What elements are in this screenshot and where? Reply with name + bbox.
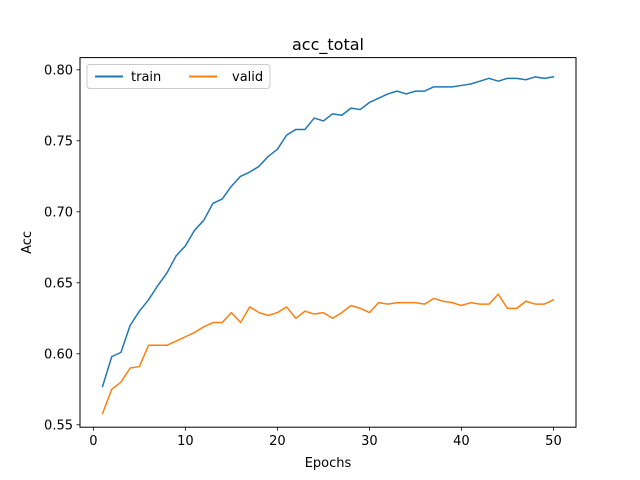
legend-label-train: train	[131, 70, 161, 85]
y-axis-ticks: 0.55 0.60 0.65 0.70 0.75 0.80	[44, 63, 80, 433]
plot-frame	[79, 57, 577, 428]
x-tick-label: 0	[89, 434, 97, 449]
x-tick-label: 40	[453, 434, 470, 449]
x-axis-label: Epochs	[305, 456, 352, 471]
series-line-train	[101, 76, 555, 388]
x-tick-label: 20	[269, 434, 286, 449]
x-tick-label: 10	[177, 434, 194, 449]
series-layer	[101, 76, 555, 415]
x-axis-ticks: 0 10 20 30 40 50	[89, 427, 562, 449]
x-tick-label: 50	[545, 434, 562, 449]
y-tick-label: 0.65	[44, 276, 73, 291]
series-line-valid	[101, 293, 555, 415]
legend-label-valid: valid	[232, 70, 263, 85]
x-tick-label: 30	[361, 434, 378, 449]
legend: train valid	[86, 64, 271, 89]
y-tick-label: 0.80	[44, 63, 73, 78]
legend-box	[86, 64, 271, 89]
y-tick-label: 0.70	[44, 205, 73, 220]
chart-title: acc_total	[292, 35, 364, 55]
y-tick-label: 0.75	[44, 134, 73, 149]
y-axis-label: Acc	[20, 231, 35, 254]
y-tick-label: 0.60	[44, 347, 73, 362]
y-tick-label: 0.55	[44, 418, 73, 433]
